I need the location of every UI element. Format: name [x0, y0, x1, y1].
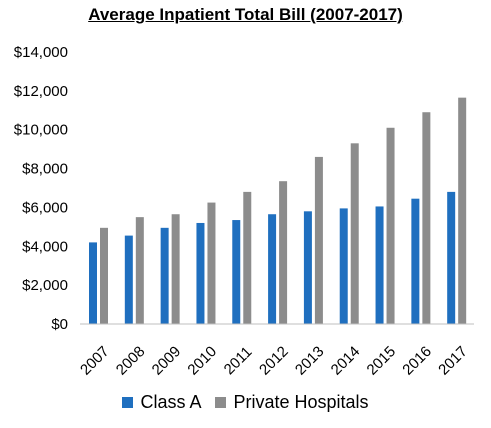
x-tick-label: 2007 [77, 343, 113, 379]
legend-item-private-hospitals: Private Hospitals [215, 392, 369, 413]
bar-private-hospitals-2012 [279, 181, 288, 324]
bar-private-hospitals-2011 [243, 191, 252, 324]
y-tick-label: $0 [51, 316, 68, 333]
bar-class-a-2011 [232, 220, 241, 324]
bar-private-hospitals-2013 [314, 156, 323, 324]
bar-class-a-2010 [196, 222, 205, 324]
bar-chart: $0 $2,000 $4,000 $6,000 $8,000 $10,000 $12,000… [14, 44, 474, 379]
legend-swatch-private-hospitals [215, 397, 227, 408]
y-tick-label: $4,000 [22, 238, 68, 255]
bar-class-a-2008 [124, 235, 133, 324]
bar-class-a-2009 [160, 227, 169, 324]
legend: Class A Private Hospitals [0, 392, 491, 413]
bar-class-a-2013 [303, 211, 312, 324]
bar-class-a-2012 [268, 214, 277, 324]
x-tick-label: 2014 [328, 343, 364, 379]
bar-private-hospitals-2008 [135, 217, 144, 324]
bar-class-a-2014 [339, 208, 348, 324]
x-tick-label: 2016 [399, 343, 435, 379]
x-tick-label: 2010 [184, 343, 220, 379]
bar-class-a-2007 [89, 242, 97, 324]
chart-title: Average Inpatient Total Bill (2007-2017) [88, 5, 403, 24]
y-tick-label: $2,000 [22, 277, 68, 294]
legend-swatch-class-a [122, 397, 134, 408]
bar-class-a-2017 [447, 191, 456, 324]
y-tick-label: $10,000 [14, 122, 68, 139]
bar-private-hospitals-2015 [386, 127, 395, 325]
legend-label-class-a: Class A [140, 392, 202, 412]
bar-private-hospitals-2009 [171, 214, 180, 324]
x-tick-label: 2008 [113, 343, 149, 379]
y-tick-label: $12,000 [14, 83, 68, 100]
x-tick-label: 2009 [149, 343, 185, 379]
bar-private-hospitals-2007 [100, 227, 108, 324]
bar-private-hospitals-2014 [350, 143, 359, 324]
bar-private-hospitals-2010 [207, 202, 216, 324]
bar-private-hospitals-2016 [422, 112, 431, 324]
x-tick-label: 2017 [435, 343, 471, 379]
x-tick-label: 2013 [292, 343, 328, 379]
bar-class-a-2015 [375, 206, 384, 324]
x-tick-label: 2012 [256, 343, 292, 379]
legend-label-private-hospitals: Private Hospitals [233, 392, 369, 412]
x-tick-label: 2015 [364, 343, 400, 379]
y-tick-label: $8,000 [22, 161, 68, 178]
x-tick-label: 2011 [221, 343, 256, 378]
bar-class-a-2016 [411, 198, 420, 324]
legend-item-class-a: Class A [122, 392, 201, 413]
y-tick-label: $6,000 [22, 199, 68, 216]
bar-private-hospitals-2017 [458, 97, 467, 325]
y-tick-label: $14,000 [14, 44, 68, 61]
